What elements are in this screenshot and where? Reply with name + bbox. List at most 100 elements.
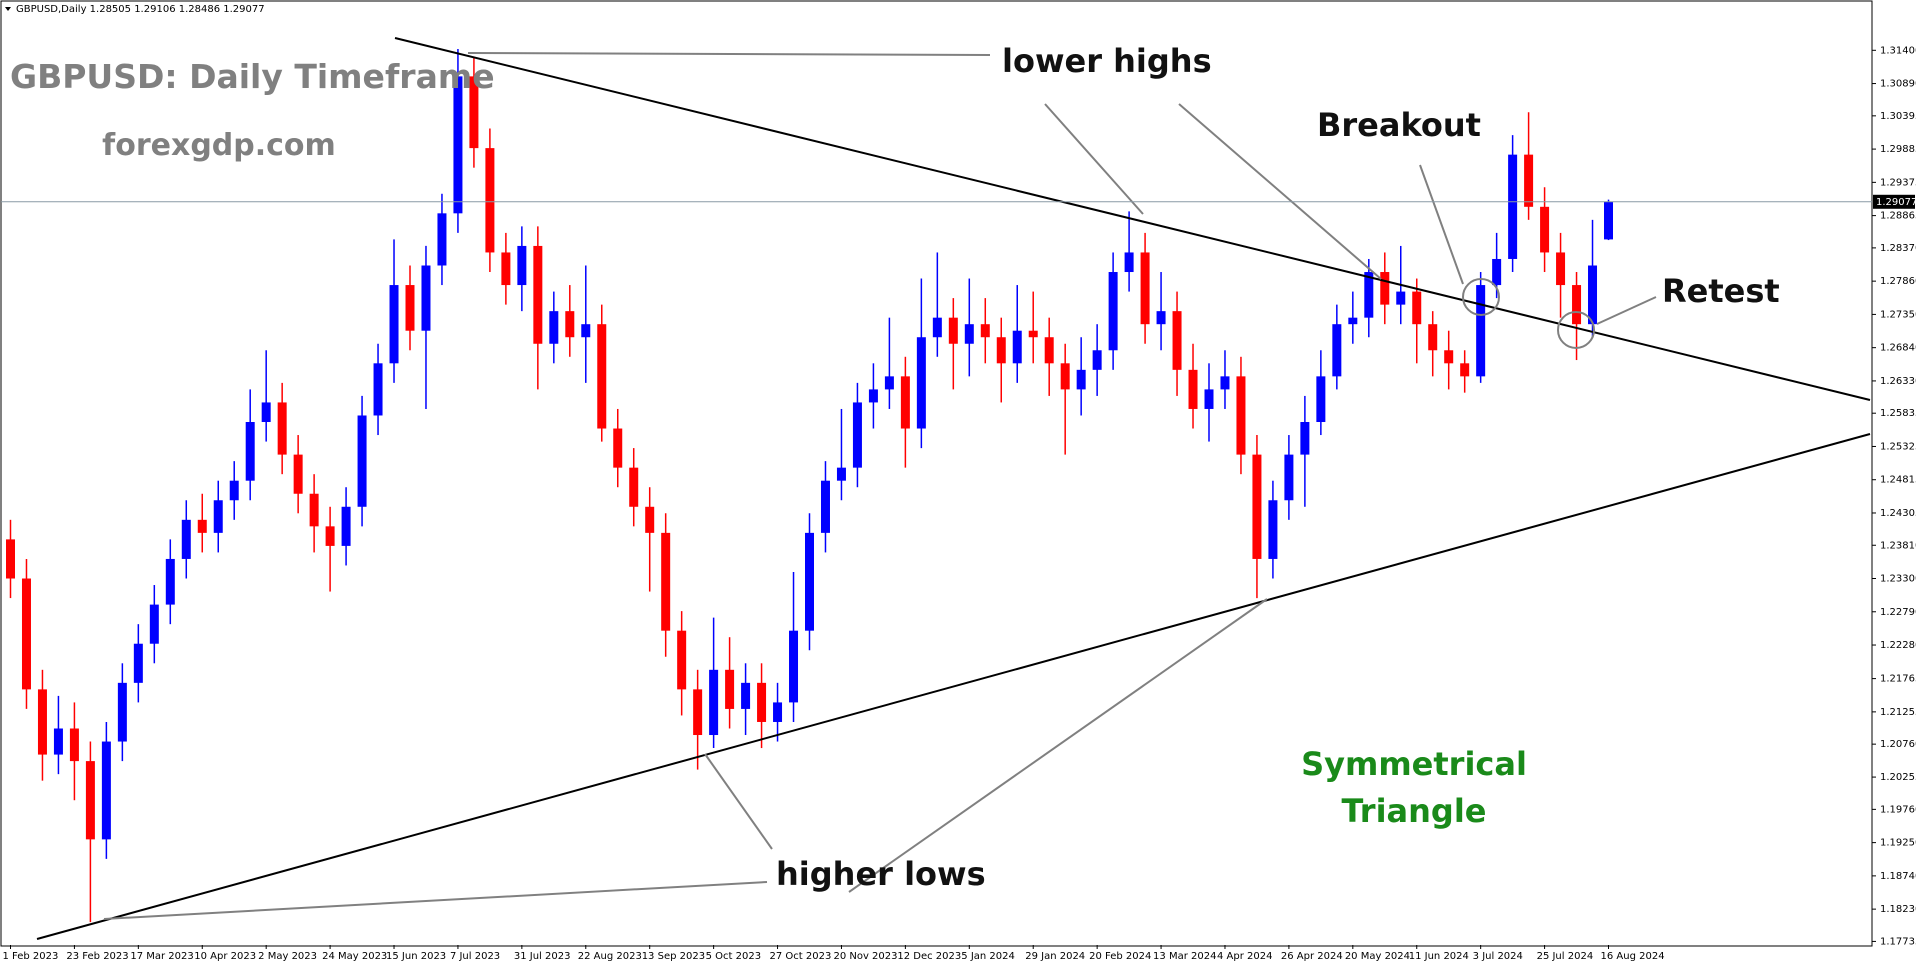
- candle-body: [1588, 265, 1598, 325]
- candle-body: [613, 428, 623, 468]
- candle-body: [805, 532, 814, 631]
- candle-body: [1028, 330, 1038, 338]
- candle-body: [1444, 350, 1454, 364]
- candle-body: [597, 324, 607, 429]
- pointer-line: [848, 598, 1268, 893]
- x-tick-label: 2 May 2023: [258, 951, 317, 962]
- trend-lines: [36, 37, 1871, 940]
- annotation: higher lows: [776, 855, 986, 893]
- candle-body: [69, 728, 79, 762]
- y-tick-label: 1.24305: [1880, 508, 1916, 519]
- candle-body: [1508, 154, 1518, 259]
- candle-body: [565, 311, 575, 338]
- candle-body: [789, 630, 799, 703]
- candle-body: [932, 317, 942, 338]
- y-tick-label: 1.26840: [1880, 343, 1916, 354]
- candle-body: [405, 285, 415, 331]
- y-tick-label: 1.28865: [1880, 211, 1916, 222]
- candle-body: [1124, 252, 1134, 273]
- pointer-line: [1419, 164, 1464, 285]
- header-arrow: [5, 7, 11, 11]
- x-tick-label: 22 Aug 2023: [578, 951, 642, 962]
- x-tick-label: 17 Mar 2023: [130, 951, 193, 962]
- candle-body: [533, 245, 543, 344]
- candle-body: [325, 526, 335, 546]
- candle-body: [1012, 330, 1022, 364]
- candle-body: [373, 363, 383, 416]
- y-tick-label: 1.30395: [1880, 111, 1916, 122]
- y-tick-label: 1.31400: [1880, 45, 1916, 56]
- candle-body: [1092, 350, 1102, 370]
- x-tick-label: 15 Jun 2023: [386, 951, 446, 962]
- candle-body: [1572, 285, 1582, 325]
- y-tick-label: 1.25325: [1880, 441, 1916, 452]
- annotation: Retest: [1662, 272, 1780, 310]
- candle-body: [101, 741, 111, 840]
- candle-body: [117, 682, 127, 742]
- candle-body: [980, 324, 990, 338]
- y-tick-label: 1.23300: [1880, 574, 1916, 585]
- y-tick-label: 1.24815: [1880, 475, 1916, 486]
- candle-body: [133, 643, 143, 683]
- candle-body: [1476, 285, 1486, 377]
- candle-body: [741, 682, 751, 709]
- y-tick-label: 1.21765: [1880, 674, 1916, 685]
- candle-body: [1284, 454, 1294, 501]
- candle-body: [1412, 291, 1422, 325]
- x-tick-label: 7 Jul 2023: [450, 951, 500, 962]
- candle-body: [357, 415, 367, 507]
- y-tick-label: 1.22280: [1880, 640, 1916, 651]
- subtitle: forexgdp.com: [102, 128, 336, 163]
- pointer-line: [704, 753, 773, 850]
- candle-body: [245, 422, 255, 481]
- candle-body: [469, 76, 479, 149]
- candle-body: [309, 493, 319, 527]
- x-tick-label: 3 Jul 2024: [1473, 951, 1523, 962]
- candle-body: [709, 669, 719, 736]
- y-tick-label: 1.27350: [1880, 309, 1916, 320]
- lower-trendline: [36, 433, 1871, 940]
- candle-body: [293, 454, 303, 494]
- candle-body: [389, 285, 399, 364]
- candle-body: [1556, 252, 1566, 286]
- candle-body: [453, 76, 463, 214]
- candle-body: [1204, 389, 1214, 409]
- candle-body: [773, 702, 783, 722]
- candle-body: [677, 630, 687, 690]
- candle-body: [165, 558, 175, 605]
- candle-body: [149, 604, 159, 644]
- candle-body: [996, 337, 1006, 364]
- candle-body: [501, 252, 511, 286]
- candle-body: [581, 324, 591, 338]
- retest-circle: [1557, 311, 1595, 349]
- annotation: Triangle: [1341, 792, 1486, 830]
- y-tick-label: 1.20760: [1880, 739, 1916, 750]
- candle-body: [37, 689, 47, 755]
- candle-body: [964, 324, 974, 344]
- candle-body: [6, 539, 15, 579]
- candle-body: [229, 480, 239, 501]
- x-tick-label: 12 Dec 2023: [897, 951, 961, 962]
- pointer-line: [1596, 296, 1657, 325]
- y-tick-label: 1.30890: [1880, 79, 1916, 90]
- candle-body: [1540, 206, 1550, 253]
- candle-body: [1428, 324, 1438, 351]
- y-tick-label: 1.18230: [1880, 904, 1916, 915]
- chart-title: GBPUSD: Daily Timeframe: [10, 57, 495, 96]
- candle-body: [1060, 363, 1070, 390]
- pointer-line: [1178, 103, 1382, 280]
- pointer-line: [103, 881, 768, 920]
- candle-body: [1188, 369, 1198, 409]
- candle-body: [1172, 311, 1182, 370]
- x-tick-label: 1 Feb 2023: [3, 951, 59, 962]
- y-tick-label: 1.23810: [1880, 540, 1916, 551]
- candle-body: [693, 689, 703, 736]
- x-tick-label: 5 Oct 2023: [706, 951, 761, 962]
- y-tick-label: 1.19760: [1880, 804, 1916, 815]
- candle-body: [341, 506, 351, 546]
- candle-body: [868, 389, 878, 403]
- y-tick-label: 1.21255: [1880, 707, 1916, 718]
- candle-body: [948, 317, 958, 344]
- candle-body: [517, 245, 527, 286]
- x-tick-label: 13 Sep 2023: [642, 951, 705, 962]
